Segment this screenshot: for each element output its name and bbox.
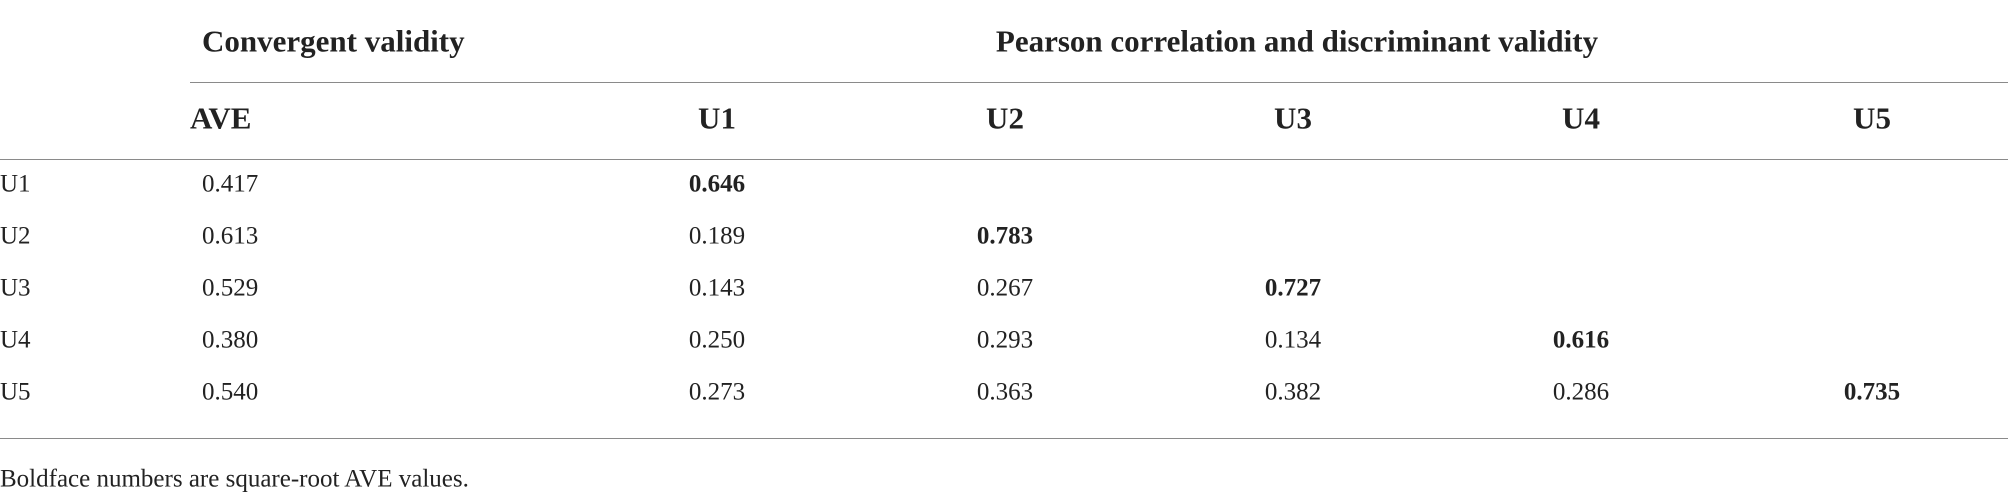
cell: 0.286	[1552, 378, 1610, 406]
cell: 0.273	[688, 378, 746, 406]
rule	[0, 438, 2008, 439]
group-header: Pearson correlation and discriminant val…	[995, 23, 1599, 59]
cell: 0.613	[202, 222, 259, 250]
footnote: Boldface numbers are square-root AVE val…	[0, 465, 469, 493]
diagonal-cell: 0.616	[1552, 326, 1610, 354]
cell: 0.143	[688, 274, 746, 302]
column-header: U1	[698, 100, 736, 136]
row-label: U1	[0, 170, 31, 198]
group-header: Convergent validity	[202, 23, 465, 59]
cell: 0.189	[688, 222, 746, 250]
row-label: U5	[0, 378, 31, 406]
column-header: U4	[1562, 100, 1600, 136]
column-header: AVE	[190, 100, 252, 136]
cell: 0.540	[202, 378, 259, 406]
cell: 0.134	[1264, 326, 1322, 354]
column-header: U2	[986, 100, 1024, 136]
column-header: U5	[1853, 100, 1891, 136]
rule	[0, 159, 2008, 160]
cell: 0.363	[976, 378, 1034, 406]
column-header: U3	[1274, 100, 1312, 136]
cell: 0.382	[1264, 378, 1322, 406]
cell: 0.250	[688, 326, 746, 354]
rule	[190, 82, 2008, 83]
cell: 0.380	[202, 326, 259, 354]
cell: 0.417	[202, 170, 259, 198]
diagonal-cell: 0.783	[976, 222, 1034, 250]
cell: 0.293	[976, 326, 1034, 354]
row-label: U3	[0, 274, 31, 302]
cell: 0.267	[976, 274, 1034, 302]
diagonal-cell: 0.727	[1264, 274, 1322, 302]
row-label: U4	[0, 326, 31, 354]
row-label: U2	[0, 222, 31, 250]
diagonal-cell: 0.735	[1843, 378, 1901, 406]
diagonal-cell: 0.646	[688, 170, 746, 198]
cell: 0.529	[202, 274, 259, 302]
